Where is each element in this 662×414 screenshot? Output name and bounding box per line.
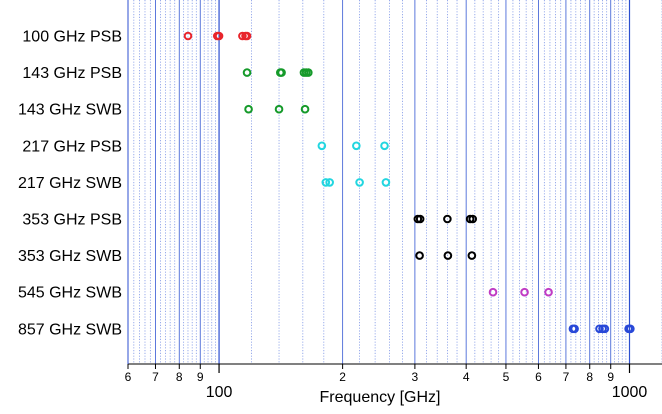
- y-tick-label: 353 GHz PSB: [22, 212, 122, 229]
- x-minor-tick-label: 2: [339, 370, 346, 384]
- data-point: [443, 214, 452, 224]
- x-minor-tick-label: 9: [197, 370, 204, 384]
- x-minor-tick-label: 6: [535, 370, 542, 384]
- data-point: [244, 104, 253, 114]
- x-minor-tick-label: 7: [152, 370, 159, 384]
- data-point: [242, 68, 252, 77]
- data-point: [325, 178, 334, 187]
- data-point: [277, 68, 286, 77]
- data-point: [317, 141, 327, 151]
- data-point: [321, 178, 331, 187]
- x-minor-tick-label: 5: [503, 370, 510, 384]
- x-minor-tick-label: 9: [607, 370, 614, 384]
- x-minor-tick-label: 6: [125, 370, 132, 384]
- data-point: [415, 214, 425, 224]
- data-point: [304, 68, 313, 77]
- x-minor-tick-label: 3: [412, 370, 419, 384]
- data-points: [183, 31, 635, 334]
- data-point: [381, 178, 391, 187]
- data-point: [214, 31, 224, 41]
- data-point: [183, 31, 193, 41]
- data-point: [380, 141, 389, 151]
- x-axis-label: Frequency [GHz]: [320, 389, 441, 406]
- y-tick-label: 545 GHz SWB: [18, 285, 122, 302]
- data-point: [600, 324, 610, 334]
- data-point: [238, 31, 247, 41]
- data-point: [242, 31, 252, 41]
- x-minor-tick-label: 8: [176, 370, 183, 384]
- data-point: [443, 251, 453, 260]
- data-point: [274, 104, 284, 114]
- x-minor-tick-label: 8: [586, 370, 593, 384]
- data-point: [467, 251, 477, 260]
- y-tick-label: 143 GHz SWB: [18, 102, 122, 119]
- data-point: [488, 287, 498, 297]
- y-tick-label: 353 GHz SWB: [18, 248, 122, 265]
- data-point: [544, 287, 553, 297]
- y-tick-label: 143 GHz PSB: [22, 65, 122, 82]
- x-minor-tick-label: 4: [463, 370, 470, 384]
- data-point: [355, 178, 364, 187]
- data-point: [468, 214, 478, 224]
- y-tick-label: 100 GHz PSB: [22, 29, 122, 46]
- data-point: [626, 324, 635, 334]
- y-tick-labels: 100 GHz PSB 143 GHz PSB 143 GHz SWB 217 GHz…: [18, 29, 122, 339]
- data-point: [595, 324, 604, 334]
- grid: [127, 0, 662, 365]
- data-point: [300, 104, 310, 114]
- y-tick-label: 857 GHz SWB: [18, 321, 122, 338]
- y-tick-label: 217 GHz PSB: [22, 138, 122, 155]
- x-major-tick-label: 1000: [612, 384, 648, 401]
- data-point: [520, 287, 529, 297]
- data-point: [352, 141, 361, 151]
- x-major-tick-label: 100: [206, 384, 233, 401]
- data-point: [570, 324, 579, 334]
- x-minor-tick-label: 7: [563, 370, 570, 384]
- data-point: [415, 251, 424, 260]
- y-tick-label: 217 GHz SWB: [18, 175, 122, 192]
